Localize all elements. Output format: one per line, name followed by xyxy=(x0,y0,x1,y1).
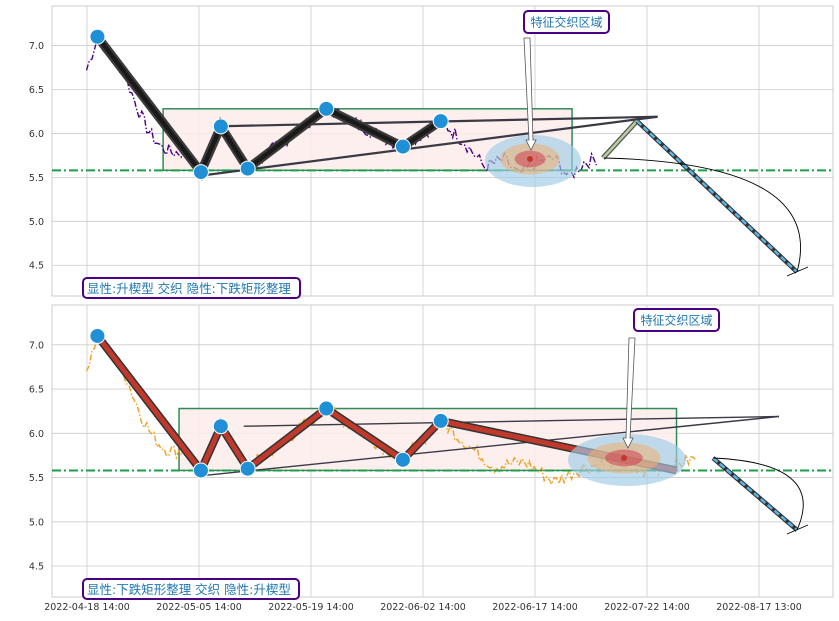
pivot-point xyxy=(89,28,106,45)
pivot-point xyxy=(192,164,209,181)
zigzag-line xyxy=(95,334,678,476)
y-tick-label: 6.0 xyxy=(29,129,44,140)
feature-zone-center xyxy=(621,455,627,461)
pivot-point xyxy=(192,462,209,479)
projection-down-leg xyxy=(712,457,798,531)
callout-box xyxy=(633,308,720,332)
pivot-point xyxy=(212,418,229,435)
projection-arc xyxy=(712,457,804,531)
y-tick-label: 7.0 xyxy=(29,41,44,52)
pattern-label: 显性:升楔型 交织 隐性:下跌矩形整理 xyxy=(87,281,291,296)
pivot-point xyxy=(318,400,335,417)
pivot-point xyxy=(239,460,256,477)
x-tick-label: 2022-04-18 14:00 xyxy=(44,602,130,613)
pivot-point xyxy=(239,160,256,177)
y-tick-label: 6.5 xyxy=(29,385,44,396)
callout-arrow xyxy=(622,337,636,449)
pattern-label-box xyxy=(82,277,301,299)
x-tick-label: 2022-07-22 14:00 xyxy=(604,602,690,613)
wedge-lower-trendline xyxy=(200,115,658,177)
x-tick-label: 2022-06-17 14:00 xyxy=(492,602,578,613)
wedge-upper-trendline xyxy=(243,415,780,427)
x-tick-label: 2022-05-05 14:00 xyxy=(156,602,242,613)
pivot-point xyxy=(432,113,449,130)
projection-arrow-head xyxy=(786,266,809,277)
y-tick-label: 6.5 xyxy=(29,85,44,96)
pattern-label-box xyxy=(82,578,300,600)
x-tick-label: 2022-06-02 14:00 xyxy=(380,602,466,613)
y-tick-label: 4.5 xyxy=(29,261,44,272)
projection-down-leg xyxy=(636,120,798,273)
pivot-point xyxy=(432,412,449,429)
projection-up-leg xyxy=(602,120,638,159)
y-tick-label: 5.0 xyxy=(29,217,44,228)
pivot-point xyxy=(394,451,411,468)
y-tick-label: 7.0 xyxy=(29,340,44,351)
y-tick-label: 5.0 xyxy=(29,517,44,528)
y-tick-label: 4.5 xyxy=(29,562,44,573)
feature-area-label: 特征交织区域 xyxy=(640,313,712,328)
pivot-point xyxy=(318,100,335,117)
callout-box xyxy=(523,10,610,34)
feature-zone-center xyxy=(527,156,533,162)
x-tick-label: 2022-08-17 13:00 xyxy=(716,602,802,613)
y-tick-label: 6.0 xyxy=(29,429,44,440)
pivot-point xyxy=(394,138,411,155)
pivot-point xyxy=(89,327,106,344)
callout-arrow xyxy=(523,37,537,151)
x-tick-label: 2022-05-19 14:00 xyxy=(268,602,354,613)
wedge-lower-trendline xyxy=(200,415,780,477)
feature-area-label: 特征交织区域 xyxy=(530,15,602,30)
projection-arrow-head xyxy=(786,524,809,535)
pattern-label: 显性:下跌矩形整理 交织 隐性:升楔型 xyxy=(87,582,291,597)
y-tick-label: 5.5 xyxy=(29,473,44,484)
pivot-point xyxy=(212,118,229,135)
y-tick-label: 5.5 xyxy=(29,173,44,184)
projection-arc xyxy=(603,157,801,273)
